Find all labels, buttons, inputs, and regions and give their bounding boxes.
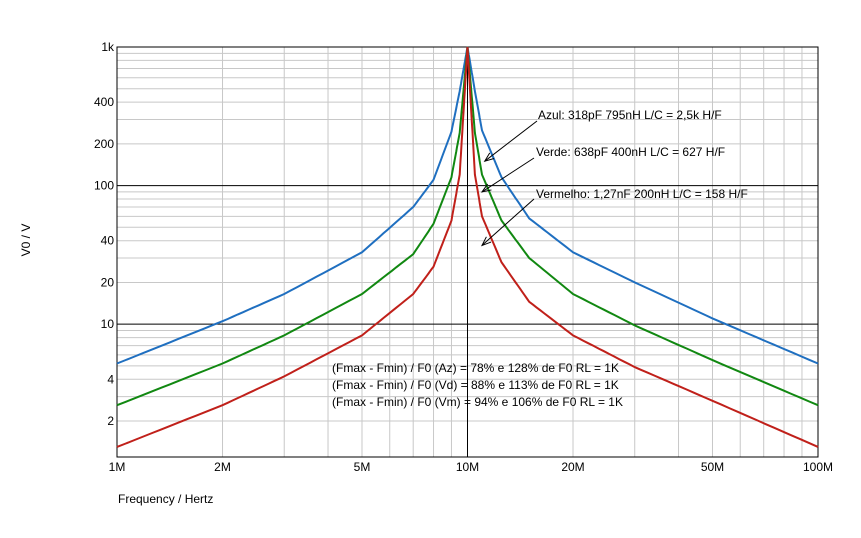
major-grid	[117, 47, 818, 457]
series-annotation: Vermelho: 1,27nF 200nH L/C = 158 H/F	[536, 187, 748, 201]
bandwidth-note: (Fmax - Fmin) / F0 (Vm) = 94% e 106% de …	[332, 395, 623, 409]
annotation-arrowhead	[483, 152, 495, 163]
y-tick-label: 40	[101, 234, 115, 248]
series-annotation: Verde: 638pF 400nH L/C = 627 H/F	[536, 145, 725, 159]
x-axis-label: Frequency / Hertz	[118, 492, 213, 506]
series-line-3	[116, 46, 819, 448]
bandwidth-note: (Fmax - Fmin) / F0 (Az) = 78% e 128% de …	[332, 361, 619, 375]
annotation-arrow	[484, 120, 538, 162]
annotation-arrowhead	[480, 183, 492, 193]
series-layer	[116, 46, 819, 448]
y-tick-label: 100	[94, 179, 114, 193]
y-axis-label: V0 / V	[19, 224, 33, 257]
annotation-arrowhead	[480, 236, 492, 247]
x-tick-label: 2M	[214, 460, 231, 474]
annotation-arrow	[481, 198, 535, 246]
x-tick-label: 1M	[109, 460, 126, 474]
x-tick-label: 50M	[701, 460, 724, 474]
x-tick-label: 100M	[803, 460, 833, 474]
notes-layer: (Fmax - Fmin) / F0 (Az) = 78% e 128% de …	[332, 361, 623, 409]
x-tick-label: 20M	[561, 460, 584, 474]
x-tick-label: 5M	[354, 460, 371, 474]
y-tick-label: 200	[94, 137, 114, 151]
bandwidth-note: (Fmax - Fmin) / F0 (Vd) = 88% e 113% de …	[332, 378, 619, 392]
annotation-layer: Azul: 318pF 795nH L/C = 2,5k H/F Verde: 6…	[480, 108, 748, 247]
x-tick-label: 10M	[456, 460, 479, 474]
y-tick-label: 2	[107, 414, 114, 428]
y-tick-labels: 1k 400 200 100 40 20 10 4 2	[94, 40, 115, 428]
y-tick-label: 1k	[101, 40, 115, 54]
y-tick-label: 4	[107, 372, 114, 386]
x-tick-labels: 1M 2M 5M 10M 20M 50M 100M	[109, 460, 833, 474]
series-annotation: Azul: 318pF 795nH L/C = 2,5k H/F	[538, 108, 722, 122]
y-tick-label: 400	[94, 95, 114, 109]
y-tick-label: 20	[101, 275, 115, 289]
annotation-arrow	[481, 157, 535, 193]
y-tick-label: 10	[101, 317, 115, 331]
